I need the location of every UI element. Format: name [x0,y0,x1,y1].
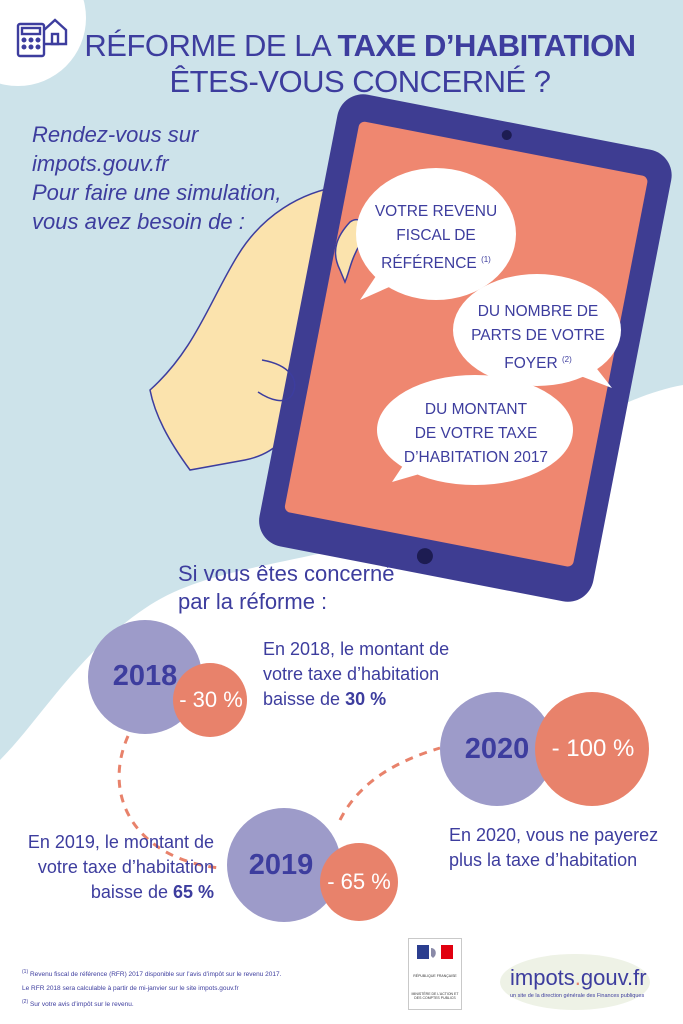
year-2020-label: 2020 [464,733,530,765]
footnote-3: (2) Sur votre avis d’impôt sur le revenu… [22,998,382,1009]
desc-2018-line2: votre taxe d’habitation [263,664,440,684]
bubble-montant: DU MONTANT DE VOTRE TAXE D’HABITATION 20… [390,398,562,470]
desc-2019-value: 65 % [172,882,214,902]
desc-2019-line1: En 2019, le montant de [27,832,214,852]
impots-logo[interactable]: impots.gouv.fr [510,965,647,991]
title-prefix: RÉFORME DE LA [84,28,338,63]
bubble-1-line3: RÉFÉRENCE [381,255,477,273]
bubble-2-line2: PARTS DE VOTRE [471,327,605,344]
year-2019-label: 2019 [248,849,314,881]
impots-logo-a: impots [510,965,575,990]
pct-2019-label: - 65 % [327,869,391,894]
section-subtitle: Si vous êtes concerné par la réforme : [178,560,394,616]
year-2018-label: 2018 [112,660,178,692]
bubble-2-note: (2) [561,355,572,364]
desc-2019: En 2019, le montant de votre taxe d’habi… [14,830,214,905]
impots-logo-backdrop [500,954,650,1010]
desc-2018: En 2018, le montant de votre taxe d’habi… [263,637,483,712]
bubble-3-line3: D’HABITATION 2017 [403,449,549,466]
desc-2018-line3: baisse de [263,689,346,709]
timeline-circles [88,620,649,922]
intro-line4: vous avez besoin de : [32,209,245,234]
ministry-logo: RÉPUBLIQUE FRANÇAISE MINISTÈRE DE L’ACTI… [408,938,462,1010]
bubble-1-line1: VOTRE REVENU [374,203,498,220]
pct-2020-label: - 100 % [551,735,635,762]
speech-bubbles [356,168,621,485]
desc-2020-line2: plus la taxe d’habitation [449,850,638,870]
desc-2020-line1: En 2020, vous ne payerez [449,825,659,845]
bubble-1-line2: FISCAL DE [396,227,476,244]
footnote-3-mark: (2) [22,999,29,1006]
footnote-2: Le RFR 2018 sera calculable à partir de … [22,984,382,993]
bubble-revenu: VOTRE REVENU FISCAL DE RÉFÉRENCE (1) [360,200,512,276]
timeline-dashes [117,735,441,870]
marianne-flag-icon [417,945,453,959]
footnotes: (1) Revenu fiscal de référence (RFR) 201… [22,968,382,1009]
ministry-text: MINISTÈRE DE L’ACTION ET DES COMPTES PUB… [411,992,459,1000]
footnote-3-text: Sur votre avis d’impôt sur le revenu. [29,1001,134,1009]
bubble-3-line1: DU MONTANT [424,401,528,418]
impots-logo-subtitle: un site de la direction générale des Fin… [510,993,645,999]
circle-minus30 [173,663,247,737]
impots-logo-dot: . [574,965,581,990]
intro-text: Rendez-vous sur impots.gouv.fr Pour fair… [32,120,292,236]
republic-text: RÉPUBLIQUE FRANÇAISE [413,974,457,978]
page-title: RÉFORME DE LA TAXE D’HABITATION ÊTES-VOU… [60,28,660,100]
bubble-1-note: (1) [481,255,491,264]
subtitle-line1: Si vous êtes concerné [178,561,395,586]
intro-line3: Pour faire une simulation, [32,180,282,205]
intro-line1: Rendez-vous sur [32,122,199,147]
circle-2019 [227,808,341,922]
impots-logo-b: gouv.fr [580,965,647,990]
desc-2018-value: 30 % [345,689,387,709]
intro-link[interactable]: impots.gouv.fr [32,151,169,176]
desc-2019-line2: votre taxe d’habitation [37,857,214,877]
calculator-house-icon [16,18,68,58]
bubble-2-line3: FOYER [504,355,558,373]
desc-2018-line1: En 2018, le montant de [263,639,450,659]
desc-2020: En 2020, vous ne payerez plus la taxe d’… [449,823,674,873]
subtitle-line2: par la réforme : [178,589,328,614]
circle-minus65 [320,843,398,921]
circle-2020 [440,692,554,806]
title-line2: ÊTES-VOUS CONCERNÉ ? [169,64,551,99]
footnote-1-mark: (1) [22,969,29,975]
pct-2018-label: - 30 % [179,687,243,712]
title-bold: TAXE D’HABITATION [337,28,637,63]
footnote-1: (1) Revenu fiscal de référence (RFR) 201… [22,968,382,979]
bubble-3-line2: DE VOTRE TAXE [414,425,538,442]
circle-minus100 [535,692,649,806]
bubble-parts: DU NOMBRE DE PARTS DE VOTRE FOYER (2) [460,300,616,376]
footnote-1-text: Revenu fiscal de référence (RFR) 2017 di… [29,971,282,979]
bubble-2-line1: DU NOMBRE DE [477,303,599,320]
desc-2019-line3: baisse de [90,882,173,902]
footnote-2-text: Le RFR 2018 sera calculable à partir de … [22,985,239,993]
